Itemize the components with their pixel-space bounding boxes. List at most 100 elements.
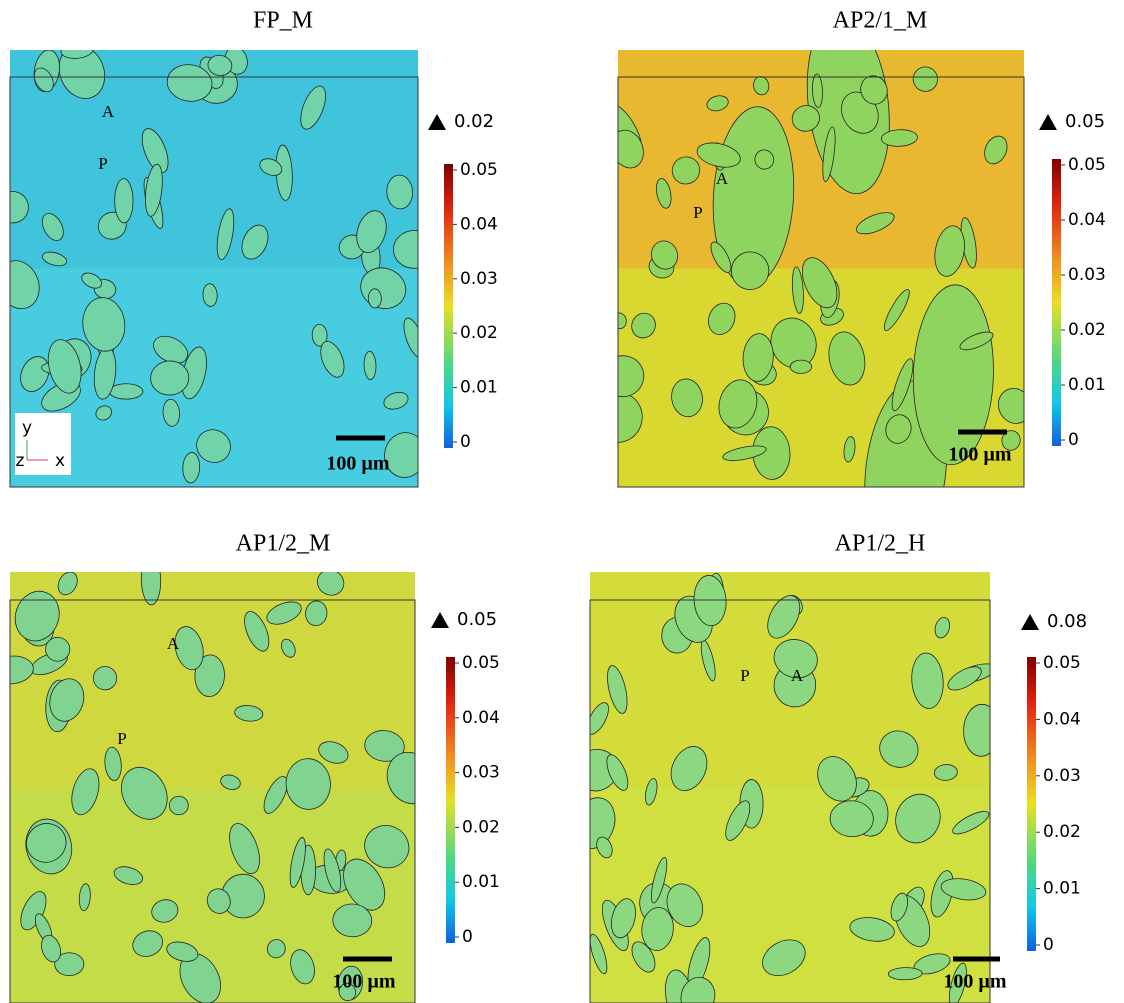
grain — [596, 836, 613, 859]
grain — [670, 746, 708, 791]
grain — [41, 934, 61, 963]
grain — [890, 892, 909, 922]
max-marker — [431, 612, 449, 628]
grain — [54, 952, 85, 977]
grain — [773, 639, 818, 679]
colorbar-tick-label: 0.03 — [462, 763, 500, 783]
grain — [343, 858, 386, 911]
grain — [606, 754, 629, 791]
grain — [234, 705, 264, 722]
grain — [656, 178, 672, 209]
grain — [108, 383, 144, 400]
colorbar — [1052, 159, 1061, 446]
grain — [33, 67, 54, 93]
grain — [285, 758, 331, 810]
colorbar-tick-label: 0 — [1068, 430, 1079, 450]
grain — [41, 212, 64, 241]
colorbar — [1027, 657, 1036, 951]
grain — [762, 939, 806, 977]
grain — [607, 665, 628, 714]
colorbar-tick-label: 0.05 — [1068, 155, 1106, 175]
grain — [20, 356, 50, 392]
grain — [194, 654, 225, 697]
max-marker — [1039, 114, 1057, 130]
grain — [95, 405, 113, 421]
grain — [887, 967, 923, 981]
phase-label: A — [716, 169, 729, 188]
scale-bar-label: 100 µm — [326, 453, 390, 475]
max-value: 0.02 — [454, 111, 494, 132]
grain — [883, 289, 910, 331]
grain — [145, 163, 163, 217]
grain — [934, 225, 965, 277]
strain-map — [618, 50, 1024, 487]
grain — [885, 414, 912, 444]
colorbar-tick-label: 0.02 — [460, 323, 498, 343]
grain — [849, 917, 895, 942]
grain — [383, 391, 409, 410]
colorbar-tick-label: 0.05 — [462, 653, 500, 673]
grain — [963, 703, 990, 757]
grain — [113, 866, 143, 885]
grain — [696, 142, 741, 168]
grain — [244, 611, 270, 652]
grain — [151, 899, 179, 923]
grain — [300, 85, 326, 130]
grain — [71, 768, 100, 816]
grain — [1001, 430, 1021, 451]
grain — [81, 272, 102, 289]
grain — [590, 797, 616, 849]
colorbar — [446, 657, 455, 943]
grain — [631, 312, 656, 339]
grain — [92, 666, 118, 691]
grain — [140, 572, 162, 606]
grain — [49, 678, 85, 722]
grain — [114, 178, 134, 224]
grain — [666, 883, 704, 927]
grain — [58, 50, 106, 99]
phase-label: A — [102, 102, 115, 121]
axis-label: z — [16, 451, 25, 471]
grain — [618, 355, 645, 398]
grain — [121, 766, 168, 820]
grain — [895, 793, 941, 844]
grain — [680, 976, 716, 1003]
grain — [855, 212, 895, 235]
phase-label: P — [117, 729, 126, 748]
grain — [241, 224, 269, 260]
grain — [393, 230, 418, 269]
frame — [9, 76, 419, 488]
grain — [364, 825, 410, 869]
panel-title: FP_M — [253, 8, 313, 34]
grain — [384, 432, 418, 478]
grain — [229, 823, 260, 875]
colorbar-tick-label: 0.05 — [1043, 653, 1081, 673]
strain-map — [10, 572, 415, 1003]
grain — [263, 776, 288, 814]
panel-title: AP1/2_H — [835, 531, 926, 557]
grain — [363, 350, 377, 380]
max-marker — [1021, 614, 1039, 630]
grain — [323, 848, 342, 893]
grain — [364, 730, 405, 762]
grain — [289, 837, 306, 888]
grain — [150, 360, 190, 396]
grain — [168, 795, 189, 816]
grain — [367, 288, 382, 309]
panel-title: AP2/1_M — [833, 8, 928, 34]
colorbar — [444, 164, 453, 448]
grain — [590, 702, 609, 735]
grain — [259, 158, 283, 176]
grain — [166, 941, 199, 962]
max-marker — [428, 114, 446, 130]
max-value: 0.08 — [1047, 611, 1087, 632]
grain — [801, 257, 838, 309]
grain — [754, 149, 775, 170]
grain — [828, 331, 866, 386]
grain — [631, 941, 656, 973]
colorbar-tick-label: 0 — [460, 432, 471, 452]
grain — [280, 638, 296, 658]
colorbar-tick-label: 0.01 — [1043, 879, 1081, 899]
grain — [671, 156, 701, 185]
grain — [817, 756, 857, 802]
